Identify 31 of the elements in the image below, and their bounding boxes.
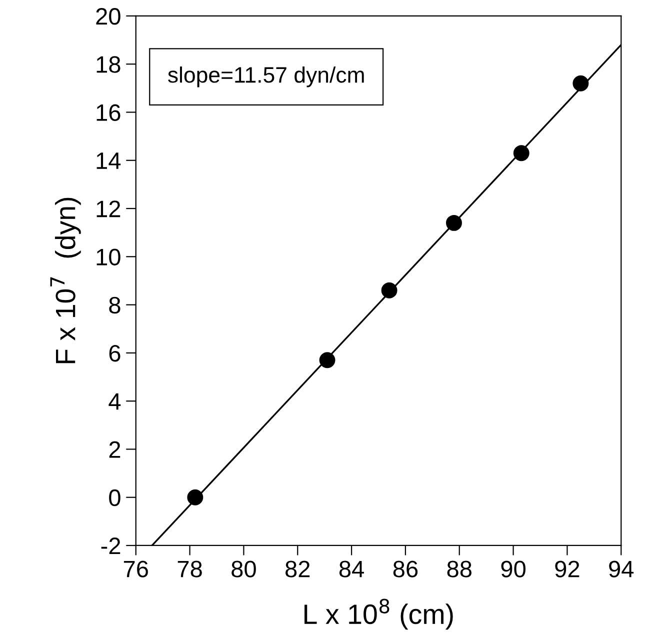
y-tick-label: 4 <box>108 393 121 410</box>
y-tick-label: 0 <box>109 489 120 506</box>
x-tick-label: 76 <box>124 560 148 578</box>
x-tick-label: 94 <box>609 560 634 578</box>
annotation: slope=11.57 dyn/cm <box>168 66 364 88</box>
x-tick-label: 88 <box>447 560 472 578</box>
x-tick-label: 92 <box>555 560 580 578</box>
y-tick-label: 16 <box>96 104 120 122</box>
x-tick-label: 80 <box>232 560 256 578</box>
point <box>572 75 589 92</box>
x-tick-label: 90 <box>501 560 526 578</box>
point <box>513 145 530 162</box>
x-axis-title: L x 10$^{8}$ (cm) <box>304 598 453 630</box>
point <box>446 214 462 231</box>
point <box>319 352 336 368</box>
y-tick-label: -2 <box>101 538 120 554</box>
x-tick-label: 84 <box>339 560 364 578</box>
y-tick-label: 8 <box>109 296 120 314</box>
y-tick-label: 20 <box>96 8 120 25</box>
y-tick-label: 18 <box>96 56 120 73</box>
y-tick-label: 10 <box>96 248 120 266</box>
y-tick-label: 2 <box>109 441 120 458</box>
point <box>187 489 204 506</box>
y-tick-label: 14 <box>96 152 121 169</box>
y-tick-label: 12 <box>96 200 120 218</box>
y-axis-title: F x 10$^{7}$ (dyn) <box>50 198 81 364</box>
x-tick-label: 78 <box>178 560 202 578</box>
x-tick-label: 82 <box>286 560 310 578</box>
point <box>381 282 398 298</box>
y-tick-label: 6 <box>109 345 120 362</box>
x-tick-label: 86 <box>393 560 418 578</box>
